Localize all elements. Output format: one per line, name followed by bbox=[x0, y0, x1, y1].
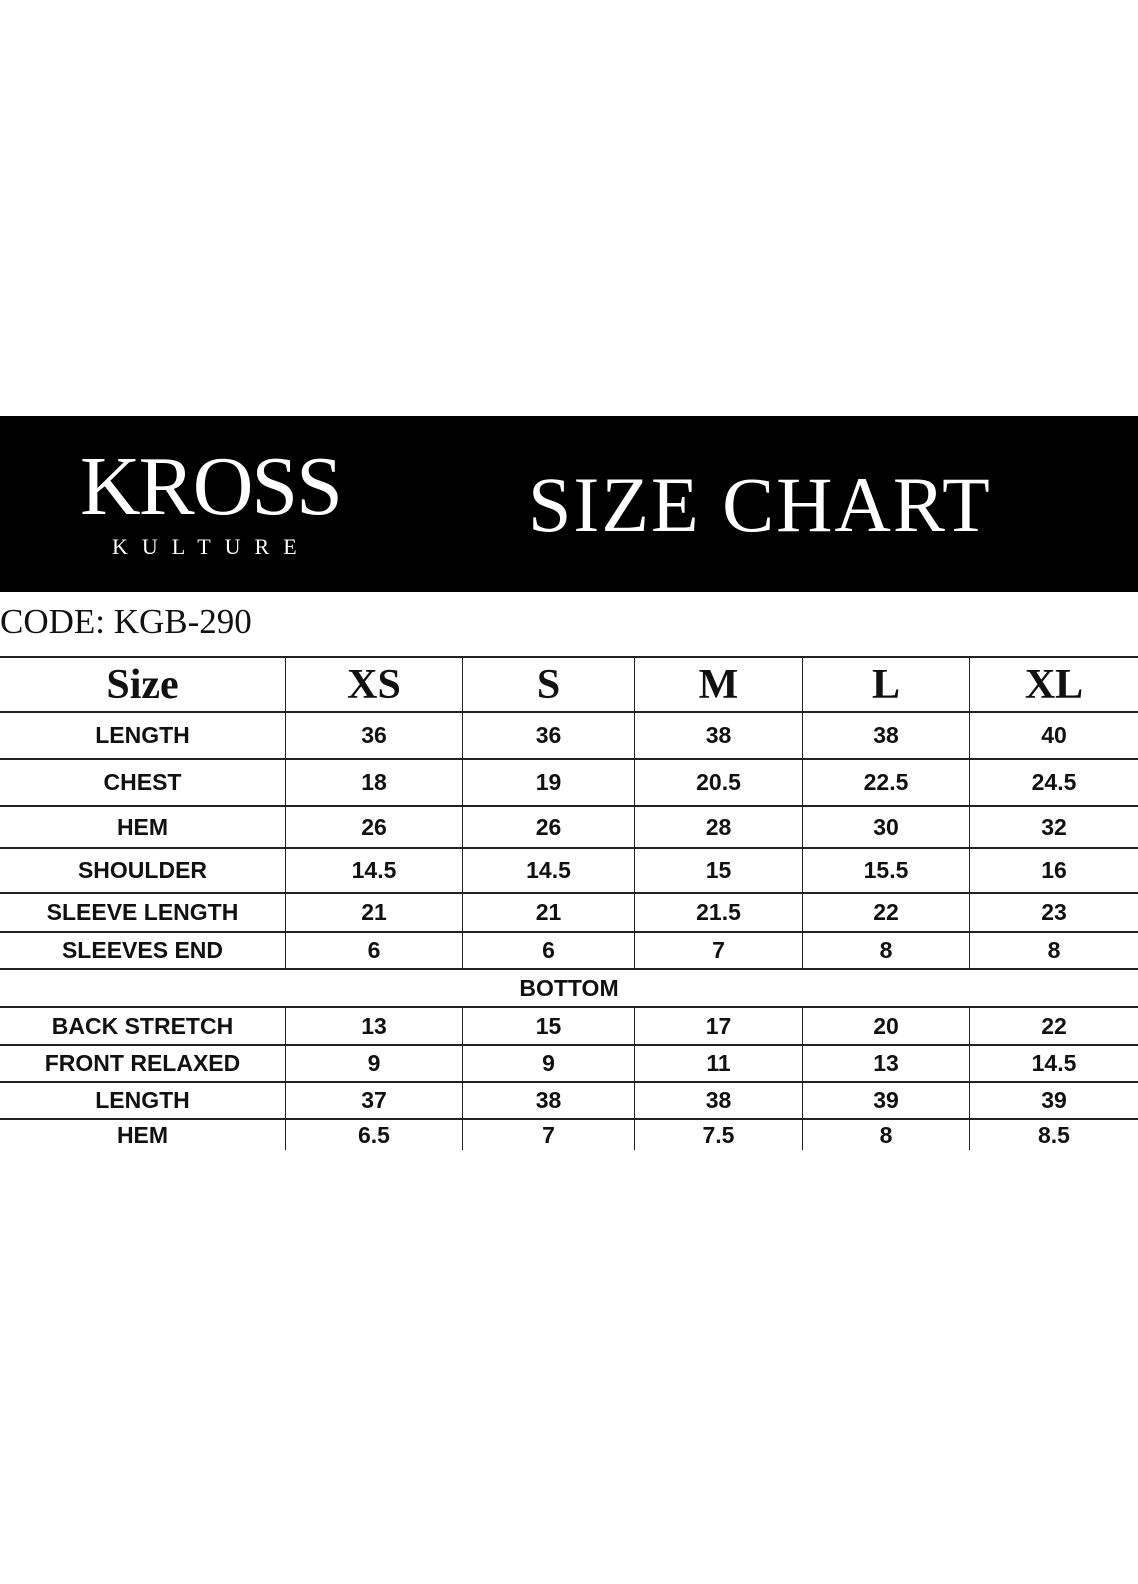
measurement-cell: 9 bbox=[462, 1046, 634, 1081]
table-row: HEM 26 26 28 30 32 bbox=[0, 805, 1138, 847]
measurement-cell: 9 bbox=[285, 1046, 462, 1081]
measurement-cell: 38 bbox=[634, 713, 802, 758]
table-row: LENGTH 37 38 38 39 39 bbox=[0, 1081, 1138, 1118]
measurement-cell: 21 bbox=[462, 894, 634, 931]
row-label: SLEEVE LENGTH bbox=[46, 899, 239, 925]
measurement-cell: 6.5 bbox=[285, 1120, 462, 1150]
measurement-cell: 8 bbox=[969, 933, 1138, 968]
header-band: KROSS KULTURE SIZE CHART bbox=[0, 416, 1138, 592]
row-label: BACK STRETCH bbox=[51, 1012, 234, 1039]
measurement-cell: 36 bbox=[462, 713, 634, 758]
row-label: SLEEVES END bbox=[61, 937, 224, 963]
table-row: SLEEVES END 6 6 7 8 8 bbox=[0, 931, 1138, 968]
table-row: BACK STRETCH 13 15 17 20 22 bbox=[0, 1006, 1138, 1044]
measurement-cell: 17 bbox=[634, 1008, 802, 1044]
measurement-cell: 20.5 bbox=[634, 760, 802, 805]
row-label: CHEST bbox=[103, 769, 182, 795]
measurement-cell: 22.5 bbox=[802, 760, 969, 805]
measurement-cell: 26 bbox=[285, 807, 462, 847]
measurement-cell: 37 bbox=[285, 1083, 462, 1118]
measurement-cell: 15 bbox=[462, 1008, 634, 1044]
measurement-cell: 22 bbox=[969, 1008, 1138, 1044]
measurement-cell: 8 bbox=[802, 1120, 969, 1150]
column-header: S bbox=[462, 658, 634, 711]
measurement-cell: 13 bbox=[285, 1008, 462, 1044]
measurement-cell: 38 bbox=[634, 1083, 802, 1118]
measurement-cell: 22 bbox=[802, 894, 969, 931]
measurement-cell: 8 bbox=[802, 933, 969, 968]
row-label: HEM bbox=[116, 813, 169, 840]
measurement-cell: 32 bbox=[969, 807, 1138, 847]
measurement-cell: 15 bbox=[634, 849, 802, 892]
row-label: SHOULDER bbox=[77, 857, 208, 883]
measurement-cell: 23 bbox=[969, 894, 1138, 931]
table-row: LENGTH 36 36 38 38 40 bbox=[0, 711, 1138, 758]
measurement-cell: 16 bbox=[969, 849, 1138, 892]
measurement-cell: 21.5 bbox=[634, 894, 802, 931]
table-row: SLEEVE LENGTH 21 21 21.5 22 23 bbox=[0, 892, 1138, 931]
measurement-cell: 6 bbox=[462, 933, 634, 968]
page-title: SIZE CHART bbox=[528, 461, 992, 548]
measurement-cell: 14.5 bbox=[969, 1046, 1138, 1081]
measurement-cell: 14.5 bbox=[285, 849, 462, 892]
column-header: XS bbox=[285, 658, 462, 711]
measurement-cell: 40 bbox=[969, 713, 1138, 758]
measurement-cell: 39 bbox=[969, 1083, 1138, 1118]
row-label: LENGTH bbox=[95, 722, 190, 748]
row-label: HEM bbox=[116, 1121, 169, 1148]
logo-sub-text: KULTURE bbox=[112, 534, 311, 559]
column-header: XL bbox=[969, 658, 1138, 711]
measurement-cell: 14.5 bbox=[462, 849, 634, 892]
measurement-cell: 26 bbox=[462, 807, 634, 847]
table-row: FRONT RELAXED 9 9 11 13 14.5 bbox=[0, 1044, 1138, 1081]
logo-main-text: KROSS bbox=[80, 440, 343, 533]
measurement-cell: 6 bbox=[285, 933, 462, 968]
column-header: Size bbox=[106, 661, 179, 708]
column-header: M bbox=[634, 658, 802, 711]
measurement-cell: 13 bbox=[802, 1046, 969, 1081]
measurement-cell: 18 bbox=[285, 760, 462, 805]
table-row: HEM 6.5 7 7.5 8 8.5 bbox=[0, 1118, 1138, 1150]
table-header-row: Size XS S M L XL bbox=[0, 656, 1138, 711]
section-row-bottom: BOTTOM bbox=[0, 968, 1138, 1006]
row-label: FRONT RELAXED bbox=[44, 1050, 241, 1076]
measurement-cell: 30 bbox=[802, 807, 969, 847]
measurement-cell: 15.5 bbox=[802, 849, 969, 892]
product-code: CODE: KGB-290 bbox=[0, 602, 252, 641]
measurement-cell: 19 bbox=[462, 760, 634, 805]
brand-logo: KROSS KULTURE bbox=[80, 444, 360, 568]
measurement-cell: 28 bbox=[634, 807, 802, 847]
measurement-cell: 39 bbox=[802, 1083, 969, 1118]
row-label: LENGTH bbox=[95, 1087, 190, 1113]
measurement-cell: 36 bbox=[285, 713, 462, 758]
measurement-cell: 24.5 bbox=[969, 760, 1138, 805]
table-row: CHEST 18 19 20.5 22.5 24.5 bbox=[0, 758, 1138, 805]
table-row: SHOULDER 14.5 14.5 15 15.5 16 bbox=[0, 847, 1138, 892]
measurement-cell: 11 bbox=[634, 1046, 802, 1081]
measurement-cell: 21 bbox=[285, 894, 462, 931]
measurement-cell: 8.5 bbox=[969, 1120, 1138, 1150]
measurement-cell: 38 bbox=[802, 713, 969, 758]
measurement-cell: 38 bbox=[462, 1083, 634, 1118]
measurement-cell: 7.5 bbox=[634, 1120, 802, 1150]
measurement-cell: 7 bbox=[462, 1120, 634, 1150]
section-label: BOTTOM bbox=[519, 974, 619, 1001]
measurement-cell: 20 bbox=[802, 1008, 969, 1044]
measurement-cell: 7 bbox=[634, 933, 802, 968]
column-header: L bbox=[802, 658, 969, 711]
